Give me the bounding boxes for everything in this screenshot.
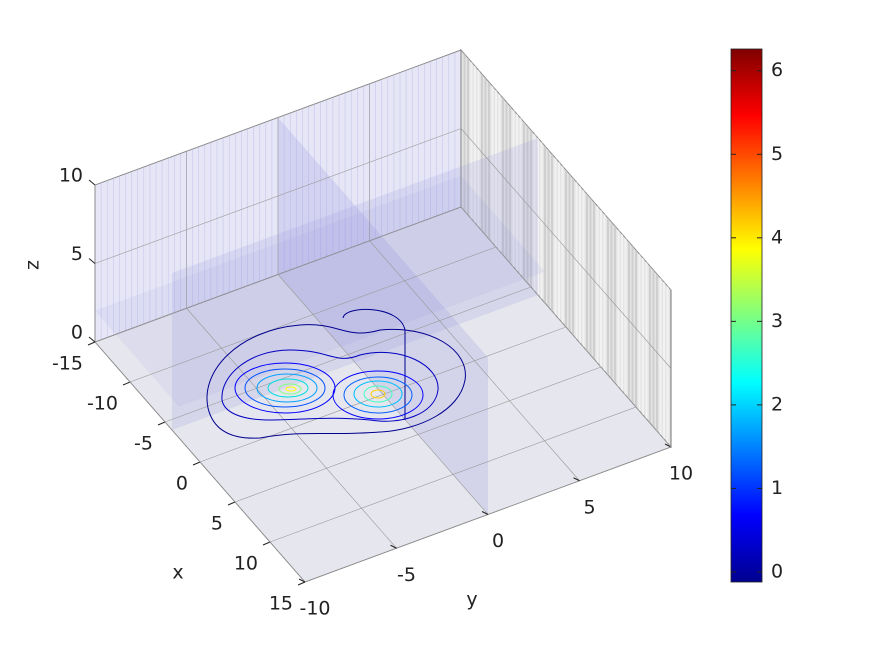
y-tick-label: 5: [583, 496, 595, 518]
grid-line: [277, 274, 489, 515]
y-tick-label: 10: [669, 463, 693, 485]
y-tick-label: -5: [397, 564, 416, 586]
x-tick-label: 0: [176, 473, 188, 495]
colorbar-tick-label: 1: [771, 477, 783, 499]
y-axis-label: y: [466, 589, 477, 611]
z-tick-label: 0: [71, 322, 83, 344]
colorbar-tick-label: 4: [771, 226, 783, 248]
x-tick: [192, 461, 201, 466]
colorbar-tick-label: 3: [771, 310, 783, 332]
grid-line: [94, 49, 462, 186]
slice-plane: [95, 175, 545, 407]
x-tick: [122, 381, 131, 386]
y-tick-label: 0: [492, 530, 504, 552]
grid-line: [94, 341, 306, 583]
z-tick: [88, 336, 96, 343]
x-tick: [297, 581, 306, 586]
z-axis-label: z: [22, 260, 44, 270]
grid-line: [94, 128, 462, 264]
colorbar-tick-label: 6: [771, 59, 783, 81]
x-tick: [157, 421, 166, 426]
colorbar-tick-label: 2: [771, 393, 783, 415]
grid-line: [369, 240, 580, 481]
grid-line: [460, 206, 672, 448]
x-tick-label: 5: [211, 513, 223, 535]
slice-plane: [278, 117, 488, 515]
grid-line: [460, 128, 672, 369]
grid-line: [186, 308, 397, 549]
z-tick: [88, 179, 96, 186]
colorbar: [730, 48, 763, 583]
y-tick: [298, 578, 306, 583]
y-tick: [390, 544, 397, 549]
colorbar-tick-label: 0: [771, 560, 783, 582]
colorbar-tick-label: 5: [771, 143, 783, 165]
x-tick: [87, 341, 96, 346]
slice-plane: [172, 138, 538, 430]
x-tick-label: 10: [234, 553, 258, 575]
grid: [87, 49, 672, 586]
y-tick: [573, 477, 580, 482]
y-tick: [481, 511, 489, 515]
x-tick-label: -5: [134, 433, 153, 455]
grid-line: [460, 49, 672, 291]
y-tick-label: -10: [299, 598, 330, 620]
y-tick: [664, 443, 672, 448]
z-tick-label: 5: [71, 243, 83, 265]
z-tick: [88, 258, 96, 264]
x-tick: [262, 541, 271, 546]
x-tick-label: 15: [269, 593, 293, 615]
x-tick-label: -10: [87, 393, 118, 415]
z-tick-label: 10: [59, 165, 83, 187]
grid-line: [94, 206, 462, 343]
x-axis-label: x: [172, 562, 183, 584]
x-tick: [227, 501, 236, 506]
x-tick-label: -15: [52, 353, 83, 375]
contours: [206, 308, 466, 439]
